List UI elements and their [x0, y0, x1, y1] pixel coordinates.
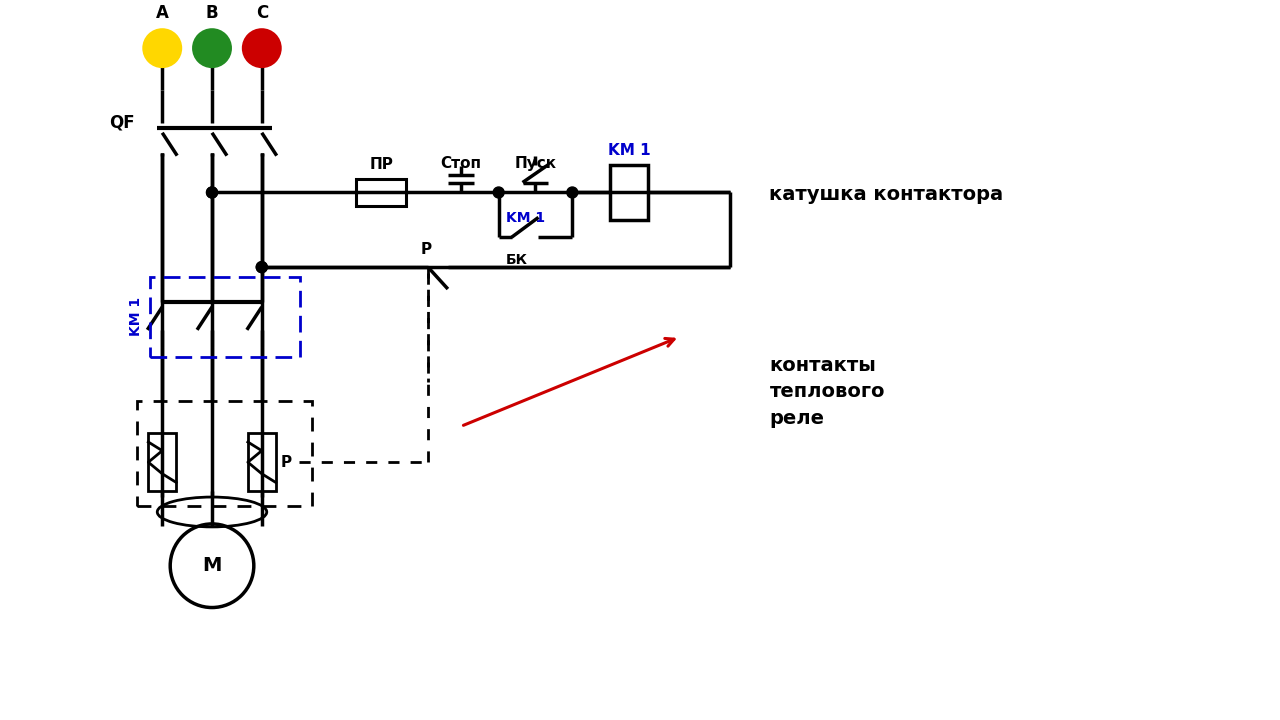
- Circle shape: [256, 261, 268, 273]
- Bar: [611, 165, 648, 220]
- Circle shape: [567, 187, 577, 198]
- Circle shape: [206, 187, 218, 198]
- Text: катушка контактора: катушка контактора: [769, 185, 1004, 204]
- Circle shape: [243, 30, 280, 67]
- Text: БК: БК: [506, 253, 527, 267]
- Text: C: C: [256, 4, 268, 22]
- Text: KM 1: KM 1: [608, 143, 650, 158]
- Text: QF: QF: [109, 114, 134, 132]
- Text: P: P: [280, 455, 292, 469]
- Text: P: P: [421, 242, 433, 257]
- Bar: [137, 402, 311, 506]
- Bar: [356, 179, 406, 207]
- Text: ПР: ПР: [369, 156, 393, 171]
- Text: A: A: [156, 4, 169, 22]
- Circle shape: [193, 30, 230, 67]
- Text: M: M: [202, 557, 221, 575]
- Text: контакты
теплового
реле: контакты теплового реле: [769, 356, 884, 428]
- Bar: [248, 433, 275, 491]
- Text: Стоп: Стоп: [440, 156, 481, 171]
- Circle shape: [256, 261, 268, 273]
- Text: KM 1: KM 1: [506, 212, 545, 225]
- Bar: [150, 277, 300, 356]
- Text: KM 1: KM 1: [129, 297, 143, 336]
- Circle shape: [493, 187, 504, 198]
- Circle shape: [143, 30, 182, 67]
- Circle shape: [206, 187, 218, 198]
- Text: B: B: [206, 4, 219, 22]
- Bar: [148, 433, 177, 491]
- Text: Пуск: Пуск: [515, 156, 557, 171]
